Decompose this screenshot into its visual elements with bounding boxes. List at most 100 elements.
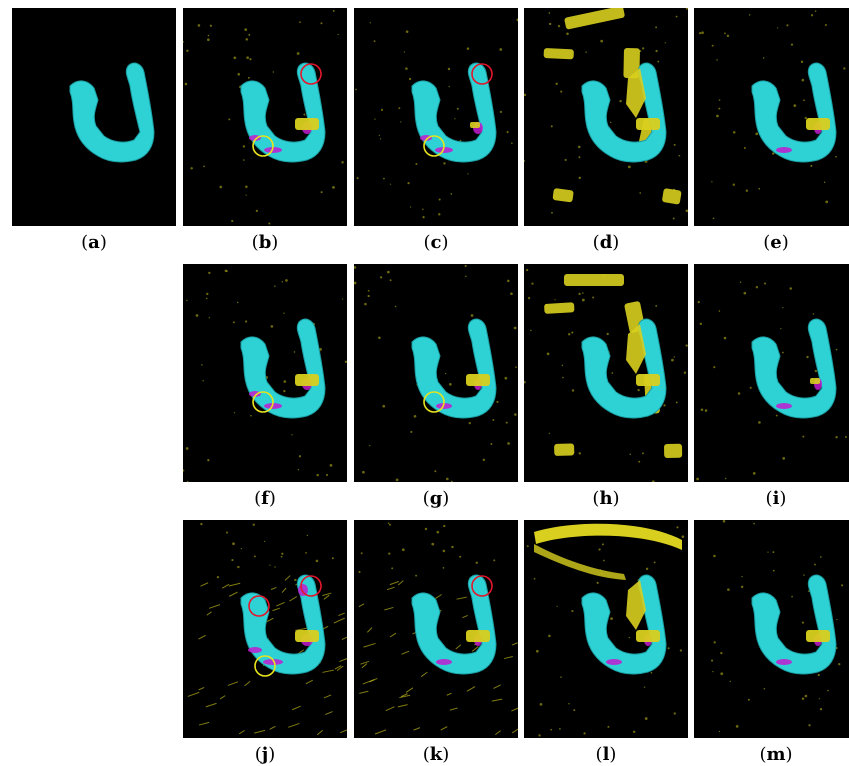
- artifact-speck: [299, 21, 301, 23]
- artifact-speck: [248, 34, 250, 36]
- artifact-streak: [206, 703, 217, 707]
- artifact-speck: [805, 117, 807, 119]
- artifact-speck: [281, 553, 283, 555]
- artifact-speck: [449, 383, 452, 386]
- artifact-streak: [386, 707, 395, 711]
- artifact-speck: [303, 113, 305, 115]
- artifact-streak: [199, 687, 205, 689]
- artifact-speck: [254, 555, 256, 557]
- artifact-streak: [457, 597, 467, 599]
- artifact-streak: [325, 712, 332, 715]
- artifact-blob: [544, 302, 575, 314]
- artifact-streak: [342, 635, 347, 640]
- artifact-speck: [560, 91, 562, 93]
- artifact-speck: [686, 8, 688, 10]
- artifact-speck: [358, 571, 360, 573]
- artifact-speck: [802, 697, 804, 699]
- artifact-speck: [619, 100, 621, 102]
- artifact-speck: [713, 366, 715, 368]
- artifact-speck: [316, 560, 319, 563]
- artifact-speck: [233, 321, 235, 323]
- caption-letter: l: [603, 744, 610, 765]
- artifact-streak: [406, 688, 413, 693]
- artifact-speck: [330, 464, 333, 467]
- artifact-speck: [387, 271, 390, 274]
- artifact-speck: [245, 320, 247, 322]
- artifact-blob: [564, 8, 625, 30]
- artifact-speck: [803, 574, 804, 575]
- panel-d: [524, 8, 688, 226]
- artifact-speck: [639, 192, 641, 194]
- artifact-speck: [274, 566, 275, 567]
- artifact-speck: [585, 51, 587, 53]
- panel-c-image: [354, 8, 518, 226]
- panel-b: [183, 8, 347, 226]
- artifact-streak: [292, 706, 301, 710]
- artifact-speck: [391, 567, 393, 569]
- artifact-speck: [700, 323, 702, 325]
- artifact-speck: [415, 163, 417, 165]
- artifact-speck: [701, 409, 704, 412]
- artifact-speck: [379, 135, 380, 136]
- artifact-speck: [750, 387, 752, 389]
- artifact-streak: [272, 608, 279, 610]
- artifact-streak: [511, 707, 518, 711]
- artifact-streak: [270, 726, 276, 729]
- artifact-speck: [549, 12, 551, 14]
- artifact-speck: [357, 177, 359, 179]
- artifact-speck: [793, 104, 796, 107]
- artifact-speck: [467, 47, 470, 50]
- artifact-speck: [815, 370, 817, 372]
- artifact-speck: [445, 373, 446, 374]
- artifact-speck: [582, 292, 584, 294]
- artifact-streak: [338, 613, 344, 615]
- artifact-speck: [673, 217, 675, 219]
- artifact-streak: [220, 696, 225, 699]
- artifact-speck: [824, 181, 826, 183]
- artifact-speck: [414, 415, 417, 418]
- artifact-blob: [554, 443, 574, 456]
- artifact-streak: [322, 593, 331, 596]
- artifact-speck: [711, 660, 713, 662]
- artifact-streak: [229, 592, 237, 596]
- artifact-blob: [544, 48, 574, 59]
- artifact-speck: [449, 86, 450, 87]
- artifact-speck: [200, 523, 202, 525]
- artifact-speck: [642, 47, 644, 49]
- artifact-speck: [597, 582, 599, 584]
- artifact-speck: [713, 555, 716, 558]
- artifact-speck: [273, 71, 274, 72]
- artifact-streak: [370, 678, 378, 681]
- artifact-speck: [499, 48, 502, 51]
- artifact-streak: [289, 597, 296, 602]
- artifact-speck: [749, 14, 751, 16]
- artifact-speck: [388, 553, 390, 555]
- artifact-speck: [674, 356, 675, 357]
- panel-c: [354, 8, 518, 226]
- artifact-speck: [246, 195, 247, 196]
- artifact-speck: [780, 328, 781, 329]
- artifact-speck: [835, 436, 837, 438]
- artifact-speck: [755, 133, 758, 136]
- artifact-speck: [206, 293, 208, 295]
- panel-j-image: [183, 520, 347, 738]
- artifact-speck: [203, 165, 205, 167]
- caption-letter: k: [430, 744, 442, 765]
- artifact-speck: [665, 42, 666, 43]
- artifact-streak: [285, 576, 290, 581]
- artifact-speck: [684, 371, 686, 373]
- artifact-speck: [558, 25, 560, 27]
- artifact-speck: [730, 681, 731, 682]
- artifact-speck: [818, 674, 820, 676]
- artifact-speck: [190, 167, 192, 169]
- artifact-speck: [183, 41, 184, 43]
- artifact-speck: [232, 542, 235, 545]
- artifact-speck: [725, 478, 726, 479]
- caption-letter: h: [599, 488, 612, 509]
- artifact-speck: [813, 313, 814, 314]
- artifact-speck: [671, 359, 674, 362]
- artifact-speck: [712, 671, 713, 672]
- artifact-speck: [560, 676, 562, 678]
- artifact-speck: [556, 606, 557, 607]
- artifact-speck: [551, 125, 553, 127]
